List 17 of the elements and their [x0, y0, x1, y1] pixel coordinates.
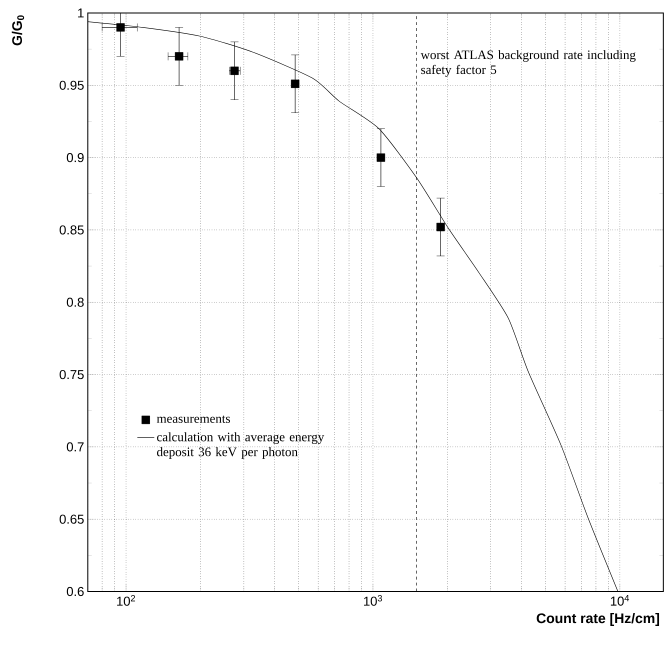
y-tick-label: 1: [78, 8, 84, 18]
legend-label: measurements: [156, 415, 230, 423]
x-axis-title: Count rate [Hz/cm]: [536, 612, 660, 626]
y-tick-label: 0.65: [60, 514, 84, 524]
x-tick-label: 10$^{2}$: [117, 594, 136, 606]
y-tick-label: 0.6: [66, 586, 84, 596]
x-tick-label: 10$^{3}$: [364, 594, 382, 606]
y-tick-label: 0.75: [60, 370, 84, 379]
legend-label: calculation with average energy deposit 36 keV per photon: [157, 432, 324, 459]
y-tick-label: 0.8: [66, 297, 84, 307]
y-tick-label: 0.9: [66, 152, 84, 162]
y-tick-label: 0.85: [60, 225, 84, 234]
x-tick-label: 10$^{4}$: [610, 594, 630, 606]
y-tick-label: 0.95: [60, 80, 84, 90]
y-axis-title: G/G$_{0}$: [12, 15, 24, 46]
ref-line-label: worst ATLAS background rate including safety factor 5: [420, 50, 636, 77]
y-tick-label: 0.7: [66, 442, 84, 452]
